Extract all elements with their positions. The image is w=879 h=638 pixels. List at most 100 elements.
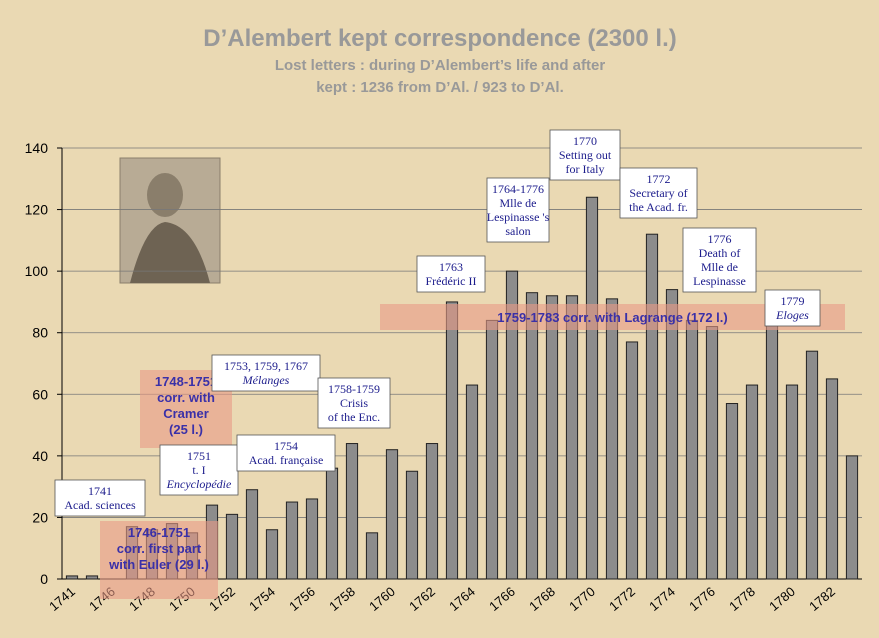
- bar: [246, 490, 257, 579]
- annotation-text: for Italy: [566, 162, 605, 176]
- annotation-text: Lespinasse: [693, 274, 746, 288]
- bar: [666, 290, 677, 579]
- x-tick-label: 1776: [686, 584, 718, 614]
- bar: [646, 234, 657, 579]
- annotation-text: the Acad. fr.: [629, 200, 688, 214]
- annotation-text: salon: [505, 224, 530, 238]
- y-tick-label: 20: [32, 509, 48, 525]
- highlight-label: 1748-1751: [155, 374, 217, 389]
- x-tick-label: 1762: [406, 584, 438, 614]
- bar: [226, 514, 237, 579]
- annotation-text: Frédéric II: [426, 274, 477, 288]
- annotation-text: 1770: [573, 134, 597, 148]
- bar: [626, 342, 637, 579]
- annotation-text: 1754: [274, 439, 298, 453]
- bar: [406, 471, 417, 579]
- annotation-text: of the Enc.: [328, 410, 380, 424]
- annotation-text: Acad. sciences: [64, 498, 136, 512]
- bar: [726, 404, 737, 579]
- bar: [706, 327, 717, 579]
- bar: [526, 293, 537, 579]
- y-tick-label: 120: [25, 202, 49, 218]
- highlight-label: corr. with: [157, 390, 215, 405]
- annotation-text: 1758-1759: [328, 382, 380, 396]
- bar: [346, 444, 357, 579]
- portrait-head: [147, 173, 183, 217]
- bar: [566, 296, 577, 579]
- x-tick-label: 1778: [726, 584, 758, 614]
- bar: [466, 385, 477, 579]
- annotation-text: t. I: [192, 463, 205, 477]
- highlight-label: Cramer: [163, 406, 209, 421]
- annotation-text: 1779: [781, 294, 805, 308]
- bar: [746, 385, 757, 579]
- chart-title: D’Alembert kept correspondence (2300 l.): [203, 25, 676, 52]
- y-tick-label: 80: [32, 325, 48, 341]
- annotation-text: 1776: [708, 232, 732, 246]
- bar: [586, 197, 597, 579]
- x-tick-label: 1780: [766, 584, 798, 614]
- bar: [86, 576, 97, 579]
- bar: [826, 379, 837, 579]
- annotation-text: 1741: [88, 484, 112, 498]
- x-tick-label: 1768: [526, 584, 558, 614]
- y-tick-label: 40: [32, 448, 48, 464]
- annotation-text: Encyclopédie: [166, 477, 232, 491]
- x-tick-label: 1754: [246, 584, 278, 614]
- y-tick-label: 0: [40, 571, 48, 587]
- x-tick-label: 1741: [46, 584, 78, 614]
- bar: [66, 576, 77, 579]
- x-tick-label: 1766: [486, 584, 518, 614]
- highlight-label: corr. first part: [117, 541, 202, 556]
- bar: [446, 302, 457, 579]
- bar: [606, 299, 617, 579]
- x-tick-label: 1760: [366, 584, 398, 614]
- bar: [846, 456, 857, 579]
- annotation-text: Setting out: [559, 148, 612, 162]
- bar: [486, 320, 497, 579]
- x-tick-label: 1770: [566, 584, 598, 614]
- annotation-text: Lespinasse 's: [487, 210, 550, 224]
- chart: D’Alembert kept correspondence (2300 l.)…: [0, 0, 879, 638]
- bar: [326, 468, 337, 579]
- annotation-text: 1772: [647, 172, 671, 186]
- highlight-label: (25 l.): [169, 422, 203, 437]
- annotation-text: Mélanges: [242, 373, 290, 387]
- annotation-text: Death of: [699, 246, 741, 260]
- bar: [426, 444, 437, 579]
- x-tick-label: 1772: [606, 584, 638, 614]
- annotation-text: Crisis: [340, 396, 368, 410]
- bar: [386, 450, 397, 579]
- bar: [366, 533, 377, 579]
- bar: [766, 320, 777, 579]
- annotation-text: Mlle de: [701, 260, 738, 274]
- annotation-text: 1751: [187, 449, 211, 463]
- annotation-text: 1753, 1759, 1767: [224, 359, 308, 373]
- y-tick-label: 140: [25, 140, 49, 156]
- bar: [806, 351, 817, 579]
- highlight-label: with Euler (29 l.): [108, 557, 209, 572]
- y-tick-label: 100: [25, 263, 49, 279]
- annotation-text: 1763: [439, 260, 463, 274]
- bar: [306, 499, 317, 579]
- bar: [546, 296, 557, 579]
- subtitle: Lost letters : during D’Alembert’s life …: [275, 57, 605, 74]
- bar: [286, 502, 297, 579]
- y-tick-label: 60: [32, 386, 48, 402]
- bar: [786, 385, 797, 579]
- annotation-text: Eloges: [775, 308, 809, 322]
- x-tick-label: 1782: [806, 584, 838, 614]
- annotation-text: 1764-1776: [492, 182, 544, 196]
- annotation-text: Mlle de: [500, 196, 537, 210]
- bar: [686, 320, 697, 579]
- bar: [266, 530, 277, 579]
- subtitle: kept : 1236 from D’Al. / 923 to D’Al.: [316, 79, 564, 96]
- annotation-text: Acad. française: [249, 453, 324, 467]
- x-tick-label: 1774: [646, 584, 678, 614]
- x-tick-label: 1764: [446, 584, 478, 614]
- highlight-label: 1746-1751: [128, 525, 190, 540]
- highlight-label: 1759-1783 corr. with Lagrange (172 l.): [497, 310, 728, 325]
- x-tick-label: 1758: [326, 584, 358, 614]
- x-tick-label: 1756: [286, 584, 318, 614]
- annotation-text: Secretary of: [629, 186, 687, 200]
